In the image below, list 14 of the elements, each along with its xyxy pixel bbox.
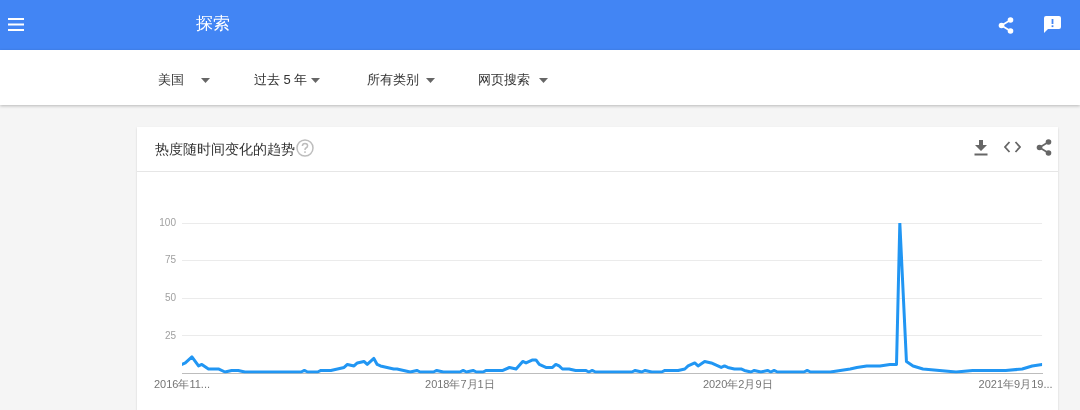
text: 美国 — [158, 72, 184, 88]
chart-title: 热度随时间变化的趋势 — [155, 140, 295, 158]
y-tick-label: 75 — [164, 254, 177, 266]
text: 过去 5 年 — [254, 72, 308, 88]
x-tick-label: 2020年2月9日 — [702, 378, 773, 391]
x-tick-label: 2018年7月1日 — [425, 378, 495, 391]
text: 网页搜索 — [478, 72, 530, 88]
y-tick-label: 25 — [164, 329, 177, 341]
y-tick-label: 50 — [164, 292, 177, 303]
text: 探索 — [196, 13, 230, 35]
x-tick-label: 2021年9月19... — [978, 378, 1053, 391]
y-tick-label: 100 — [159, 216, 177, 228]
x-tick-label: 2016年11... — [153, 378, 211, 391]
text: 所有类别 — [367, 72, 419, 88]
